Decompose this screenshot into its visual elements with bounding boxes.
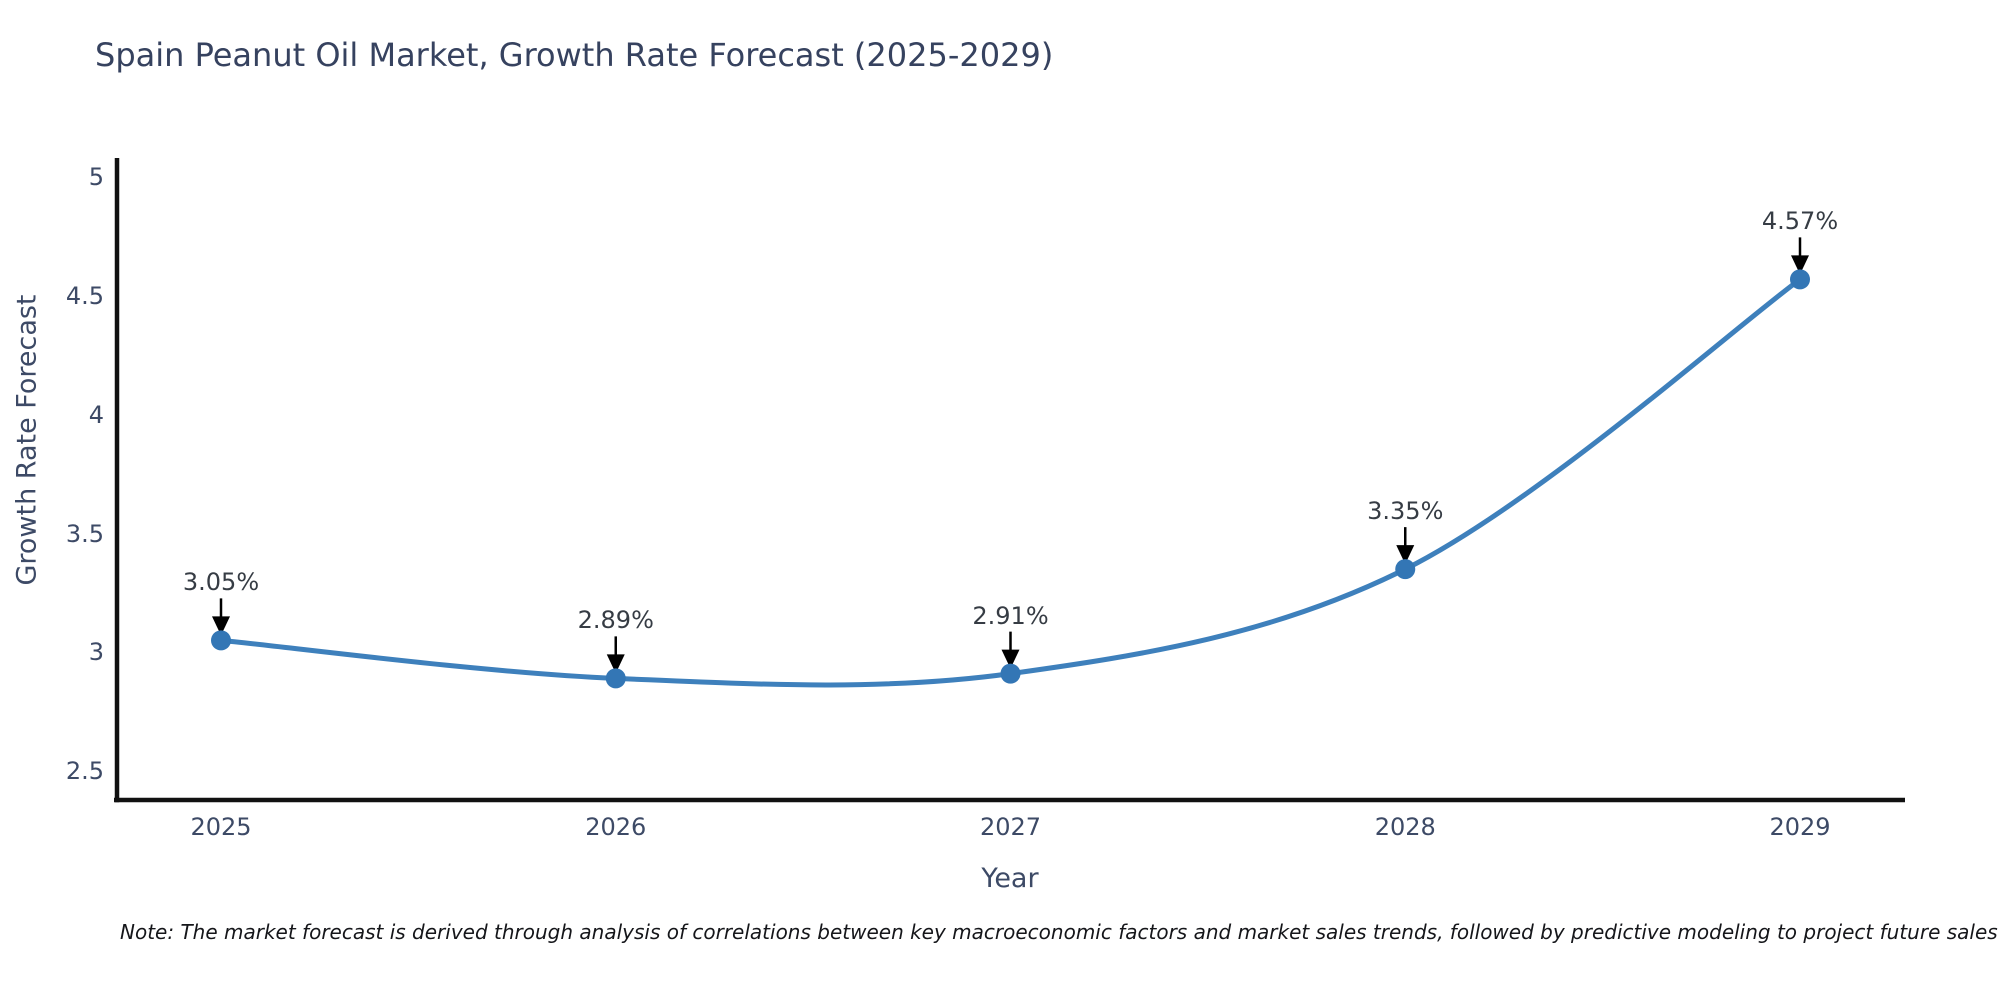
footnote: Note: The market forecast is derived thr… [120,920,1998,944]
y-tick-label: 3 [88,638,104,667]
point-value-annotation: 3.05% [182,568,260,597]
data-point-marker [1395,559,1416,580]
annotation-arrowhead-icon [1001,649,1020,669]
x-axis-title: Year [981,863,1039,894]
data-point-marker [1000,663,1021,684]
annotation-arrowhead-icon [1791,255,1809,275]
y-tick-label: 5 [88,163,104,192]
point-value-annotation: 2.91% [972,601,1049,630]
y-tick-label: 4 [88,400,104,429]
point-value-annotation: 3.35% [1367,497,1444,526]
annotation-arrowhead-icon [212,616,230,636]
x-tick-label: 2025 [190,813,252,841]
x-tick-label: 2026 [585,813,647,841]
data-point-marker [211,630,231,651]
data-point-marker [605,668,626,689]
y-tick-label: 2.5 [65,757,104,785]
forecast-line [218,276,1803,688]
annotation-arrowhead-icon [1396,545,1415,565]
x-tick-label: 2029 [1769,813,1831,841]
chart-title: Spain Peanut Oil Market, Growth Rate For… [95,36,1054,74]
point-value-annotation: 4.57% [1761,207,1839,236]
y-tick-label: 4.5 [65,282,104,310]
annotation-arrowhead-icon [606,654,625,674]
data-point-marker [1790,269,1810,290]
y-tick-label: 3.5 [65,519,104,548]
point-value-annotation: 2.89% [577,606,654,635]
x-tick-label: 2027 [979,813,1042,841]
x-tick-label: 2028 [1374,813,1436,841]
